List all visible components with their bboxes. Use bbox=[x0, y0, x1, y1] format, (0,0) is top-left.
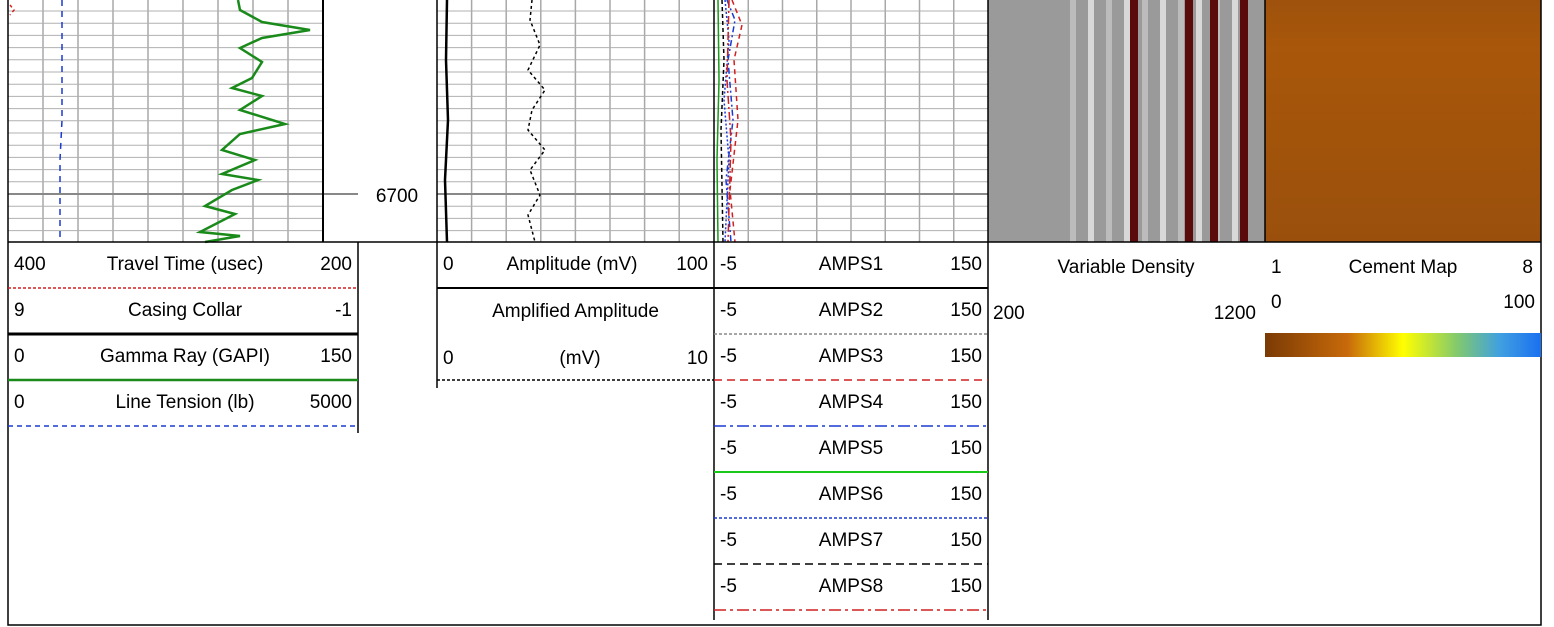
vdl-stripe bbox=[1240, 0, 1248, 242]
curve-right: -1 bbox=[335, 300, 352, 321]
curve-name: AMPS1 bbox=[819, 254, 883, 275]
curve-right: 100 bbox=[676, 254, 708, 275]
curve-right: 150 bbox=[950, 576, 982, 597]
curve-left: -5 bbox=[720, 254, 737, 275]
cement-color-bar bbox=[1265, 333, 1541, 357]
curve-right: 150 bbox=[950, 438, 982, 459]
curve-left: 400 bbox=[14, 254, 46, 275]
curve-left: -5 bbox=[720, 484, 737, 505]
curve-left: -5 bbox=[720, 576, 737, 597]
curve-left: -5 bbox=[720, 300, 737, 321]
curve-left: -5 bbox=[720, 346, 737, 367]
curve-left: 0 bbox=[443, 254, 454, 275]
curve-left: 9 bbox=[14, 300, 25, 321]
vdl-stripe bbox=[1106, 0, 1112, 242]
curve-right: 150 bbox=[320, 346, 352, 367]
line-tension-curve bbox=[59, 0, 63, 242]
vdl-stripe bbox=[1160, 0, 1166, 242]
curve-right: 5000 bbox=[310, 392, 352, 413]
curve-right: 150 bbox=[950, 392, 982, 413]
curve-right: 200 bbox=[320, 254, 352, 275]
curve-name: Gamma Ray (GAPI) bbox=[100, 346, 270, 367]
curve-name: AMPS3 bbox=[819, 346, 883, 367]
vdl-stripe bbox=[1210, 0, 1218, 242]
curve-left: 0 bbox=[443, 348, 454, 369]
vdl-title: Variable Density bbox=[1058, 257, 1195, 278]
borders bbox=[7, 0, 1542, 626]
curve-left: -5 bbox=[720, 438, 737, 459]
vdl-stripe bbox=[1124, 0, 1130, 242]
curve-right: 150 bbox=[950, 254, 982, 275]
grid bbox=[8, 0, 988, 242]
vdl-stripe bbox=[1142, 0, 1148, 242]
curve-name: AMPS6 bbox=[819, 484, 883, 505]
curve-right: 150 bbox=[950, 484, 982, 505]
curve-right: 150 bbox=[950, 530, 982, 551]
headers: 400 Travel Time (usec) 200 9 Casing Collar -1… bbox=[8, 254, 988, 611]
amplified-amplitude-curve bbox=[527, 0, 546, 243]
cement-left: 1 bbox=[1271, 257, 1282, 278]
gamma-ray-curve bbox=[195, 0, 311, 244]
curve-right: 150 bbox=[950, 346, 982, 367]
cement-title: Cement Map bbox=[1349, 257, 1458, 278]
curve-name: Amplitude (mV) bbox=[507, 254, 638, 275]
curve-name: Casing Collar bbox=[128, 300, 243, 321]
curve-right: 10 bbox=[687, 348, 708, 369]
vdl-right: 1200 bbox=[1214, 303, 1256, 324]
curve-name: Travel Time (usec) bbox=[107, 254, 264, 275]
amplitude-curve bbox=[443, 0, 450, 243]
curve-name: AMPS5 bbox=[819, 438, 883, 459]
vdl-stripes bbox=[1070, 0, 1248, 242]
curve-name: AMPS4 bbox=[819, 392, 884, 413]
curve-left: 0 bbox=[14, 392, 25, 413]
curve-right: 150 bbox=[950, 300, 982, 321]
curve-left: -5 bbox=[720, 530, 737, 551]
curve-name: AMPS2 bbox=[819, 300, 883, 321]
vdl-stripe bbox=[1196, 0, 1202, 242]
cement-map-image bbox=[1265, 0, 1541, 242]
vdl-stripe bbox=[1130, 0, 1138, 242]
vdl-stripe bbox=[1178, 0, 1184, 242]
depth-label: 6700 bbox=[376, 186, 418, 207]
cement-scale-right: 100 bbox=[1503, 292, 1535, 313]
curve-name: (mV) bbox=[559, 348, 600, 369]
amps-curves bbox=[716, 0, 743, 243]
curve-title: Amplified Amplitude bbox=[492, 301, 659, 322]
cement-right: 8 bbox=[1522, 257, 1533, 278]
vdl-left: 200 bbox=[993, 303, 1025, 324]
curve-left: 0 bbox=[14, 346, 25, 367]
curve-name: AMPS7 bbox=[819, 530, 883, 551]
curve-name: Line Tension (lb) bbox=[115, 392, 254, 413]
vdl-stripe bbox=[1088, 0, 1094, 242]
curve-name: AMPS8 bbox=[819, 576, 883, 597]
vdl-stripe bbox=[1070, 0, 1076, 242]
vdl-stripe bbox=[1185, 0, 1193, 242]
vdl-stripe bbox=[1232, 0, 1238, 242]
cement-scale-left: 0 bbox=[1271, 292, 1282, 313]
travel-time-curve bbox=[9, 4, 15, 16]
curve-left: -5 bbox=[720, 392, 737, 413]
